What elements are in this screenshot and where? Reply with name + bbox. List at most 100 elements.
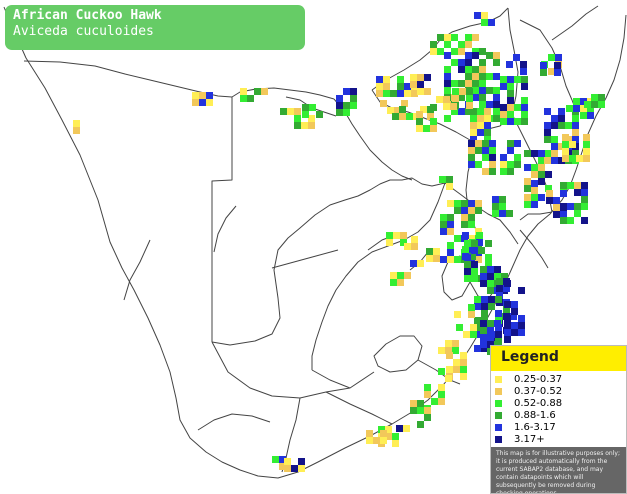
occurrence-cell <box>390 90 397 97</box>
occurrence-cell <box>392 433 399 440</box>
occurrence-cell <box>294 115 301 122</box>
occurrence-cell <box>480 327 487 334</box>
occurrence-cell <box>493 52 500 59</box>
occurrence-cell <box>584 101 591 108</box>
occurrence-cell <box>551 122 558 129</box>
occurrence-cell <box>504 336 511 343</box>
occurrence-cell <box>401 100 408 107</box>
legend-label: 3.17+ <box>514 434 545 445</box>
occurrence-cell <box>500 111 507 118</box>
occurrence-cell <box>470 115 477 122</box>
occurrence-cell <box>302 104 309 111</box>
occurrence-cell <box>472 87 479 94</box>
occurrence-cell <box>417 421 424 428</box>
occurrence-cell <box>493 115 500 122</box>
occurrence-cell <box>500 161 507 168</box>
legend-swatch <box>495 424 502 431</box>
occurrence-cell <box>545 185 552 192</box>
occurrence-cell <box>544 157 551 164</box>
occurrence-cell <box>504 322 511 329</box>
occurrence-cell <box>487 341 494 348</box>
occurrence-cell <box>475 200 482 207</box>
occurrence-cell <box>485 240 492 247</box>
occurrence-cell <box>551 136 558 143</box>
legend-disclaimer: This map is for illustrative purposes on… <box>491 447 626 493</box>
occurrence-cell <box>481 19 488 26</box>
occurrence-cell <box>383 83 390 90</box>
occurrence-cell <box>393 232 400 239</box>
occurrence-cell <box>479 48 486 55</box>
occurrence-cell <box>397 279 404 286</box>
occurrence-cell <box>472 80 479 87</box>
occurrence-cell <box>475 256 482 263</box>
occurrence-cell <box>284 465 291 472</box>
occurrence-cell <box>553 197 560 204</box>
occurrence-cell <box>482 154 489 161</box>
occurrence-cell <box>460 366 467 373</box>
occurrence-cell <box>468 161 475 168</box>
occurrence-cell <box>437 48 444 55</box>
occurrence-cell <box>392 113 399 120</box>
occurrence-cell <box>544 108 551 115</box>
occurrence-cell <box>452 88 459 95</box>
occurrence-cell <box>480 266 487 273</box>
occurrence-cell <box>499 210 506 217</box>
occurrence-cell <box>548 68 555 75</box>
occurrence-cell <box>446 366 453 373</box>
occurrence-cell <box>499 203 506 210</box>
occurrence-cell <box>308 122 315 129</box>
occurrence-cell <box>458 59 465 66</box>
occurrence-cell <box>475 161 482 168</box>
occurrence-cell <box>373 437 380 444</box>
occurrence-cell <box>474 345 481 352</box>
legend-label: 0.88-1.6 <box>514 410 556 421</box>
occurrence-cell <box>504 315 511 322</box>
occurrence-cell <box>574 182 581 189</box>
occurrence-cell <box>531 164 538 171</box>
occurrence-cell <box>447 256 454 263</box>
occurrence-cell <box>459 88 466 95</box>
occurrence-cell <box>521 104 528 111</box>
occurrence-cell <box>479 101 486 108</box>
occurrence-cell <box>476 239 483 246</box>
occurrence-cell <box>399 113 406 120</box>
occurrence-cell <box>496 285 503 292</box>
occurrence-cell <box>417 88 424 95</box>
occurrence-cell <box>544 136 551 143</box>
occurrence-cell <box>487 273 494 280</box>
legend-panel: Legend 0.25-0.37 0.37-0.52 0.52-0.88 0.8… <box>490 345 627 494</box>
occurrence-cell <box>477 108 484 115</box>
occurrence-cell <box>572 150 579 157</box>
occurrence-cell <box>336 95 343 102</box>
occurrence-cell <box>524 194 531 201</box>
occurrence-cell <box>569 141 576 148</box>
occurrence-cell <box>492 196 499 203</box>
occurrence-cell <box>430 41 437 48</box>
occurrence-cell <box>475 147 482 154</box>
occurrence-cell <box>521 83 528 90</box>
occurrence-cell <box>380 100 387 107</box>
occurrence-cell <box>488 296 495 303</box>
occurrence-cell <box>598 101 605 108</box>
occurrence-cell <box>410 74 417 81</box>
occurrence-cell <box>500 118 507 125</box>
occurrence-cell <box>426 248 433 255</box>
occurrence-cell <box>482 140 489 147</box>
occurrence-cell <box>562 134 569 141</box>
occurrence-cell <box>540 62 547 69</box>
occurrence-cell <box>572 129 579 136</box>
occurrence-cell <box>477 122 484 129</box>
occurrence-cell <box>565 122 572 129</box>
occurrence-cell <box>478 247 485 254</box>
occurrence-cell <box>301 122 308 129</box>
occurrence-cell <box>521 97 528 104</box>
occurrence-cell <box>480 320 487 327</box>
occurrence-cell <box>206 92 213 99</box>
occurrence-cell <box>254 88 261 95</box>
occurrence-cell <box>464 254 471 261</box>
occurrence-cell <box>479 87 486 94</box>
legend-label: 0.37-0.52 <box>514 386 563 397</box>
occurrence-cell <box>446 183 453 190</box>
occurrence-cell <box>572 136 579 143</box>
occurrence-cell <box>551 150 558 157</box>
